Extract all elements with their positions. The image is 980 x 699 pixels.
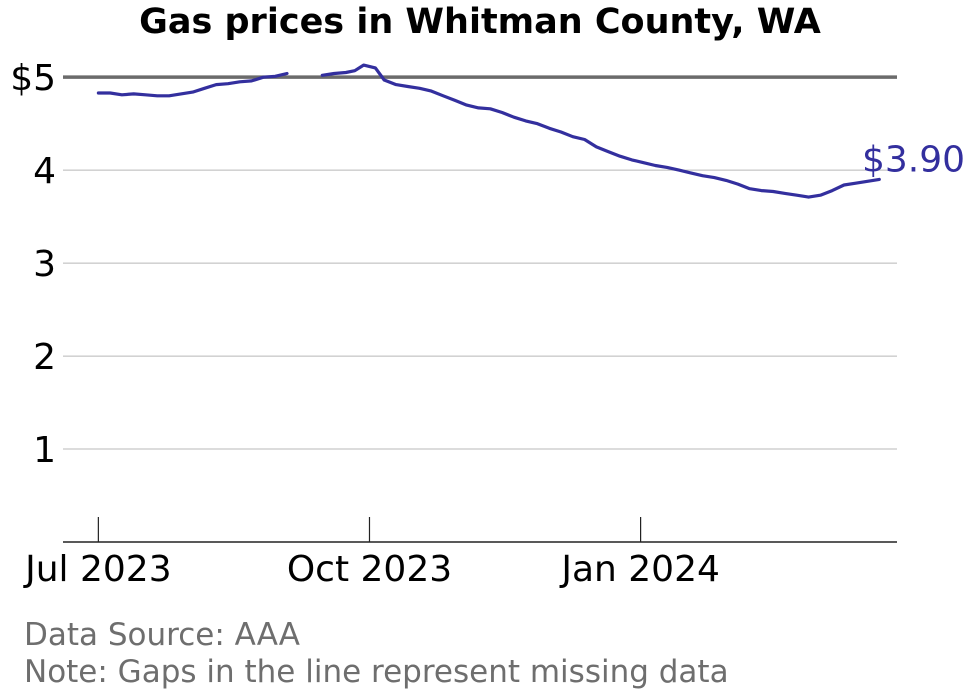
y-tick-label: 2	[33, 337, 56, 378]
last-value-label: $3.90	[862, 139, 965, 180]
x-tick-label: Jan 2024	[559, 549, 720, 590]
price-line-segment-2	[320, 63, 881, 199]
x-tick-label: Jul 2023	[23, 549, 172, 590]
data-source-note: Data Source: AAA	[24, 617, 300, 653]
series-lines	[96, 63, 881, 199]
y-tick-label: 4	[33, 151, 56, 192]
gridlines	[63, 75, 897, 450]
y-tick-label: $5	[10, 58, 56, 99]
tick-labels: 1 2 3 4 $5 Jul 2023 Oct 2023 Jan 2024 $3.90	[10, 58, 965, 590]
price-line-segment-1	[96, 71, 289, 98]
y-tick-label: 3	[33, 244, 56, 285]
x-tick-label: Oct 2023	[287, 549, 452, 590]
y-tick-label: 1	[33, 430, 56, 471]
chart-title: Gas prices in Whitman County, WA	[139, 2, 821, 42]
missing-data-note: Note: Gaps in the line represent missing…	[24, 654, 729, 690]
x-axis	[63, 517, 897, 543]
